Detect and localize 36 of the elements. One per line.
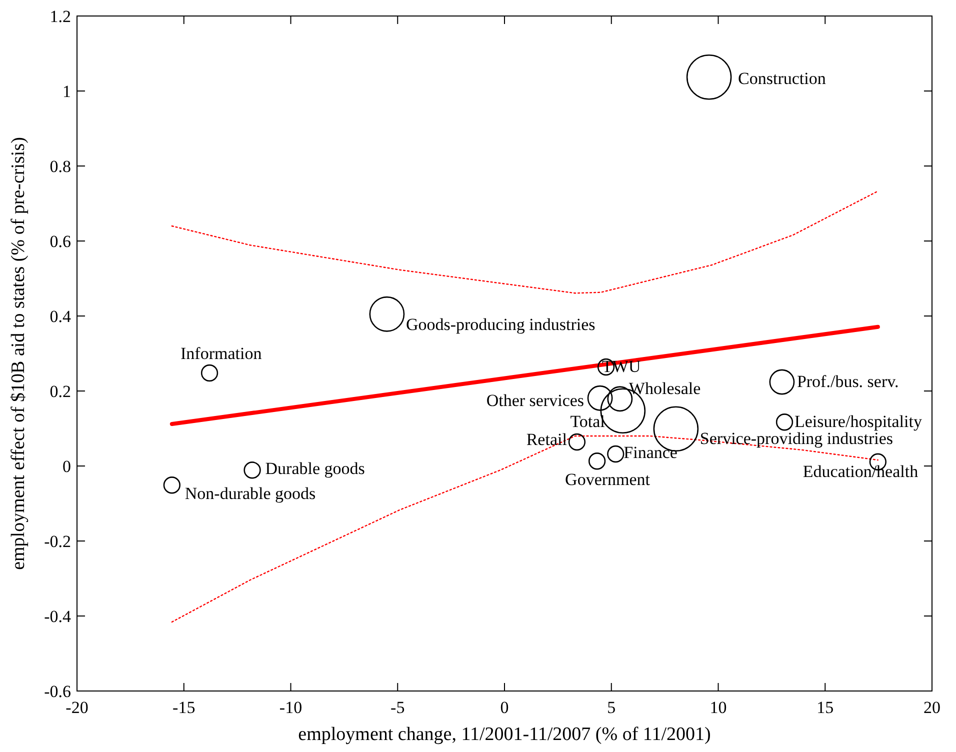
line-series (171, 190, 879, 294)
annotation: Goods-producing industries (406, 315, 596, 334)
annotation: Government (565, 470, 650, 490)
x-tick-label: -20 (66, 698, 88, 717)
annotation: Retail (526, 430, 568, 449)
x-tick-label: -5 (390, 698, 405, 717)
y-axis-title: employment effect of $10B aid to states (% of pre-crisis) (8, 137, 29, 570)
y-tick-label: -0.6 (44, 682, 71, 701)
annotation: Non-durable goods (184, 484, 316, 504)
y-tick-label: 0 (62, 457, 71, 476)
x-axis-title: employment change, 11/2001-11/2007 (% of 11/2001) (298, 724, 711, 745)
annotation: Wholesale (628, 378, 701, 398)
y-tick-label: 1.2 (50, 7, 71, 26)
annotation: Leisure/hospitality (794, 412, 922, 432)
y-tick-label: 0.6 (50, 232, 71, 251)
x-tick-label: 15 (816, 698, 834, 717)
y-tick-label: 0.8 (50, 157, 71, 176)
y-tick-label: -0.2 (44, 532, 71, 551)
x-tick-label: 5 (607, 698, 616, 717)
annotation: Information (180, 344, 262, 363)
annotation: Construction (738, 69, 826, 88)
y-tick-label: 0.4 (50, 307, 72, 326)
annotation: Other services (486, 391, 584, 410)
x-tick-label: 0 (500, 698, 509, 717)
annotation: Durable goods (265, 459, 365, 478)
y-tick-label: 1 (62, 82, 71, 101)
annotation: Finance (624, 443, 678, 462)
x-tick-label: 20 (924, 698, 940, 717)
y-tick-label: 0.2 (50, 382, 71, 401)
x-tick-label: -15 (172, 698, 196, 717)
annotation: Prof./bus. serv. (796, 372, 899, 391)
x-tick-label: -10 (279, 698, 302, 717)
annotation: Total (570, 412, 606, 431)
x-tick-label: 10 (710, 698, 727, 717)
y-tick-label: -0.4 (44, 607, 72, 626)
annotation: Education/health (802, 462, 919, 481)
